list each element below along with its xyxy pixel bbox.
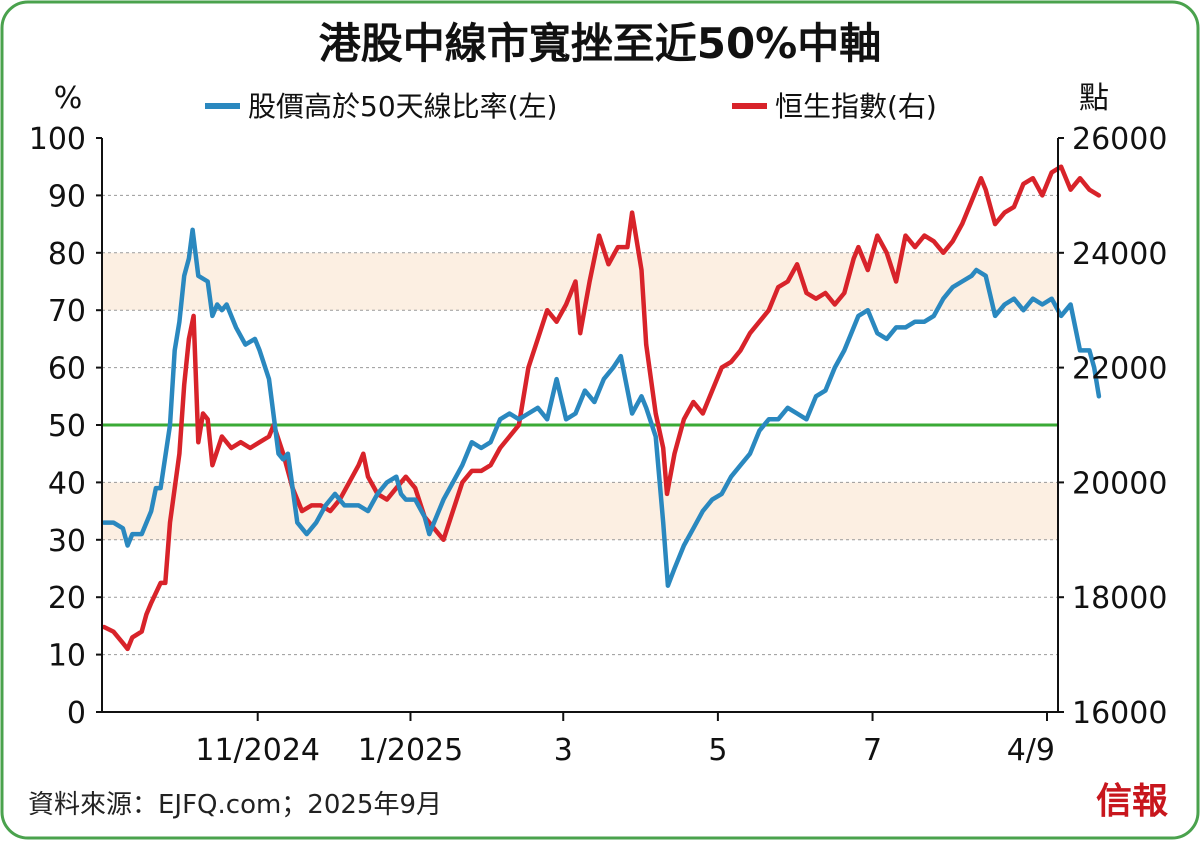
left-tick-20: 20 (48, 581, 86, 616)
left-tick-0: 0 (67, 696, 86, 731)
x-tick-2: 3 (554, 733, 573, 768)
series-line-breadth (101, 227, 1102, 588)
right-tick-18000: 18000 (1072, 581, 1167, 616)
x-tick-0: 11/2024 (195, 733, 320, 768)
right-tick-26000: 26000 (1072, 122, 1167, 157)
x-tick-3: 5 (708, 733, 727, 768)
left-tick-40: 40 (48, 466, 86, 501)
left-tick-90: 90 (48, 179, 86, 214)
x-tick-1: 1/2025 (358, 733, 464, 768)
chart-title: 港股中線市寬挫至近50%中軸 (319, 19, 882, 68)
right-axis-unit: 點 (1079, 81, 1109, 116)
left-tick-70: 70 (48, 294, 86, 329)
right-tick-labels: 16000 18000 20000 22000 24000 26000 (1072, 122, 1167, 731)
right-tick-20000: 20000 (1072, 466, 1167, 501)
left-tick-30: 30 (48, 524, 86, 559)
grid (102, 194, 1058, 656)
left-tick-60: 60 (48, 352, 86, 387)
publisher-logo: 信報 (1096, 781, 1168, 822)
left-tick-10: 10 (48, 639, 86, 674)
axes (96, 137, 1064, 721)
right-tick-24000: 24000 (1072, 237, 1167, 272)
left-tick-80: 80 (48, 237, 86, 272)
x-tick-labels: 11/2024 1/2025 3 5 7 4/9 (195, 733, 1055, 768)
band-1 (102, 252, 1058, 311)
x-tick-4: 7 (863, 733, 882, 768)
legend: 股價高於50天線比率(左) 恒生指數(右) (205, 90, 937, 123)
right-tick-22000: 22000 (1072, 352, 1167, 387)
x-tick-5: 4/9 (1007, 733, 1055, 768)
series-line-hsi (101, 164, 1102, 652)
right-tick-16000: 16000 (1072, 696, 1167, 731)
legend-label-hsi: 恒生指數(右) (775, 90, 937, 123)
legend-label-breadth: 股價高於50天線比率(左) (248, 90, 557, 123)
band-0 (102, 482, 1058, 540)
left-tick-50: 50 (48, 409, 86, 444)
left-tick-labels: 0 10 20 30 40 50 60 70 80 90 100 (29, 122, 86, 731)
source-note: 資料來源：EJFQ.com；2025年9月 (28, 790, 442, 820)
series-lines (101, 164, 1102, 652)
left-axis-unit: % (54, 81, 83, 116)
left-tick-100: 100 (29, 122, 86, 157)
